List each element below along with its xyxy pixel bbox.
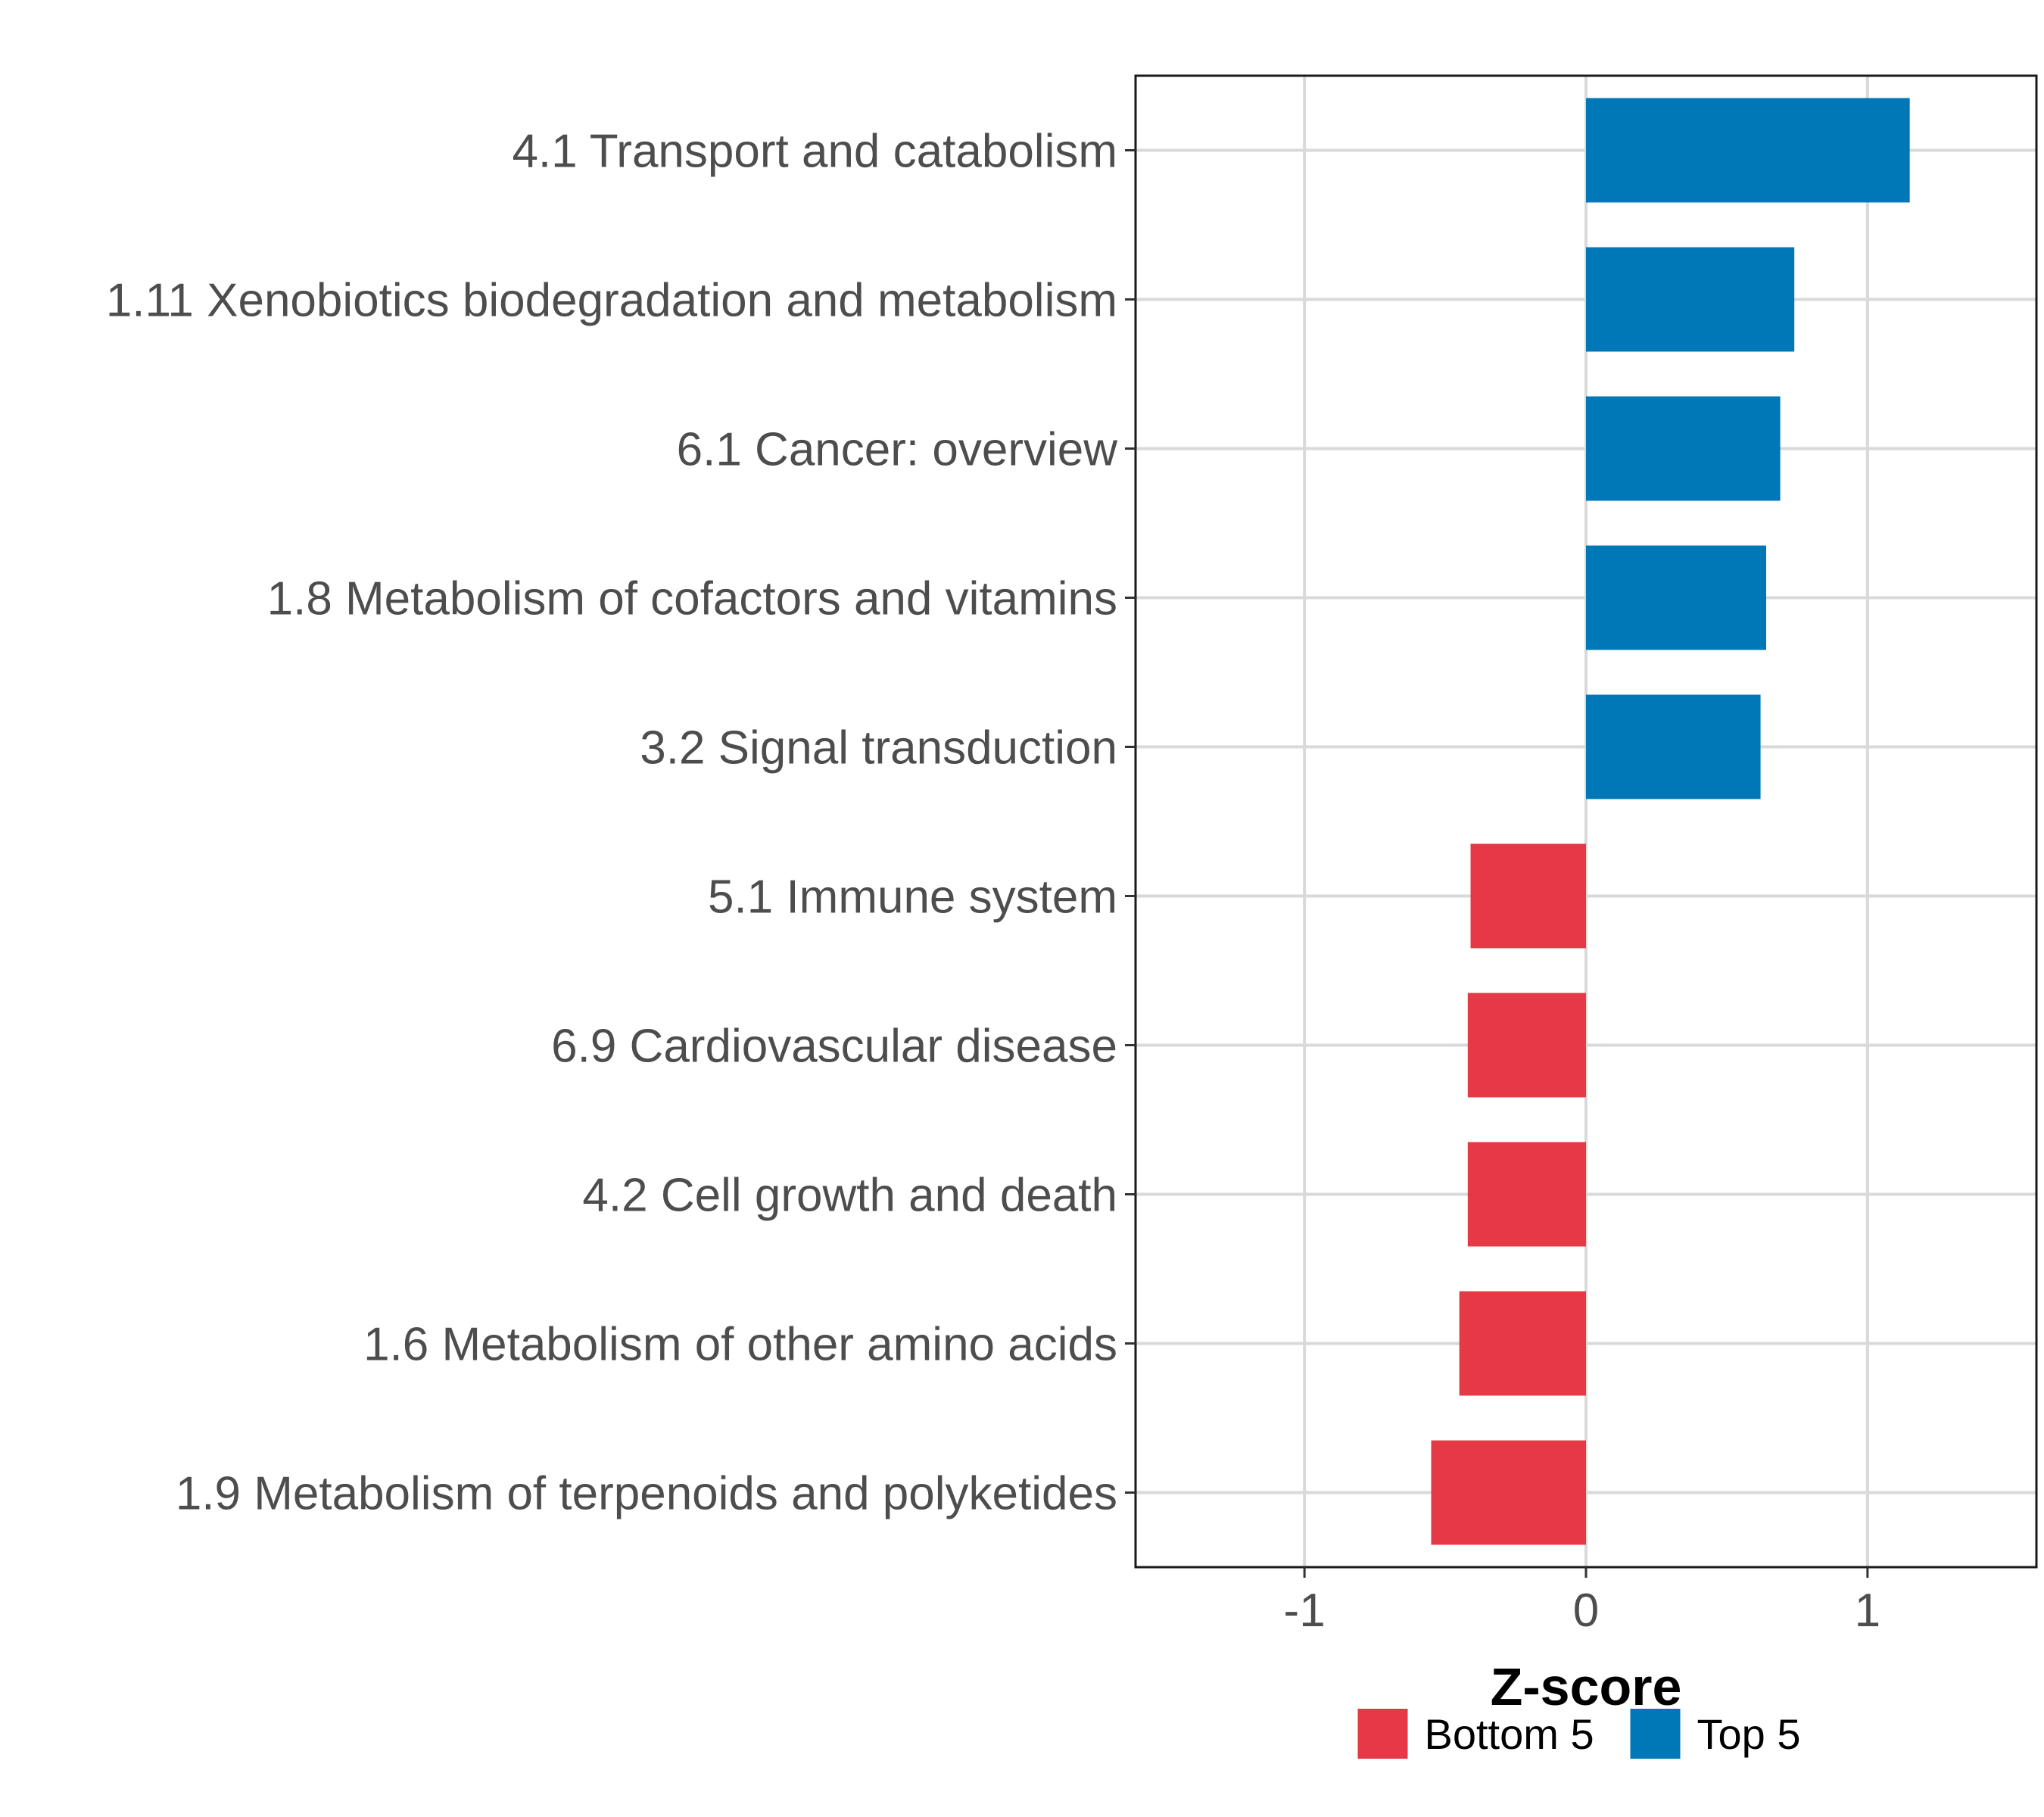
x-tick-label: 0 <box>1573 1585 1599 1637</box>
legend-swatch <box>1357 1709 1408 1759</box>
y-tick-label: 1.11 Xenobiotics biodegradation and meta… <box>106 275 1117 327</box>
x-axis: -1 0 1 <box>1284 1567 1880 1637</box>
bar <box>1467 1142 1586 1247</box>
legend-swatch <box>1630 1709 1681 1759</box>
bar <box>1431 1440 1586 1545</box>
y-tick-label: 1.8 Metabolism of cofactors and vitamins <box>267 573 1117 625</box>
bar <box>1470 843 1586 949</box>
legend-label: Bottom 5 <box>1425 1710 1594 1758</box>
x-axis-title: Z-score <box>1491 1657 1682 1716</box>
legend-label: Top 5 <box>1697 1710 1801 1758</box>
legend: Bottom 5 Top 5 <box>1357 1709 1801 1759</box>
y-tick-label: 1.9 Metabolism of terpenoids and polyket… <box>176 1468 1117 1520</box>
bar <box>1586 396 1781 501</box>
bars <box>1431 98 1910 1545</box>
y-tick-label: 3.2 Signal transduction <box>640 722 1117 774</box>
y-tick-label: 6.1 Cancer: overview <box>677 424 1118 476</box>
y-axis: 4.1 Transport and catabolism 1.11 Xenobio… <box>106 126 1136 1520</box>
y-tick-label: 5.1 Immune system <box>708 871 1117 924</box>
y-tick-label: 6.9 Cardiovascular disease <box>551 1021 1117 1073</box>
bar <box>1586 545 1766 650</box>
bar <box>1586 98 1910 203</box>
bar <box>1459 1291 1586 1396</box>
y-tick-label: 4.2 Cell growth and death <box>582 1170 1117 1222</box>
bar <box>1586 247 1795 352</box>
bar <box>1586 694 1761 799</box>
x-tick-label: -1 <box>1284 1585 1326 1637</box>
x-tick-label: 1 <box>1855 1585 1880 1637</box>
bar <box>1467 993 1586 1098</box>
y-tick-label: 4.1 Transport and catabolism <box>512 126 1117 178</box>
y-tick-label: 1.6 Metabolism of other amino acids <box>363 1319 1117 1371</box>
